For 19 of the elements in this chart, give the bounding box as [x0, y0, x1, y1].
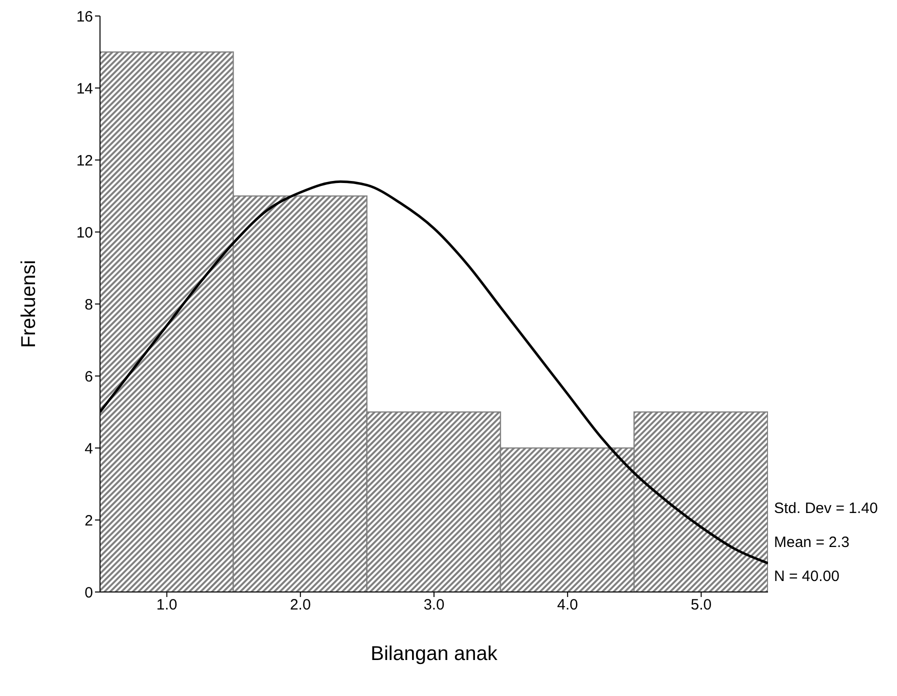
text: N = 40.00 — [774, 567, 840, 587]
y-tick-label: 4 — [84, 440, 93, 458]
x-axis-title: Bilangan anak — [370, 643, 498, 666]
x-tick-label: 2.0 — [290, 596, 311, 614]
y-axis-title: Frekuensi — [18, 260, 40, 348]
y-tick-label: 16 — [76, 8, 93, 26]
y-tick-label: 12 — [76, 152, 93, 170]
x-tick-label: 3.0 — [424, 596, 444, 614]
text: Std. Dev = 1.40 — [774, 499, 878, 519]
y-tick-label: 0 — [84, 584, 93, 602]
y-tick-label: 14 — [76, 80, 93, 98]
y-tick-label: 8 — [84, 296, 93, 314]
x-tick-label: 4.0 — [557, 596, 578, 614]
text: Mean = 2.3 — [774, 533, 850, 553]
y-tick-label: 10 — [76, 224, 93, 242]
y-tick-label: 2 — [84, 512, 93, 530]
x-tick-label: 1.0 — [156, 596, 178, 614]
x-tick-label: 5.0 — [690, 596, 712, 614]
y-tick-label: 6 — [84, 368, 93, 386]
